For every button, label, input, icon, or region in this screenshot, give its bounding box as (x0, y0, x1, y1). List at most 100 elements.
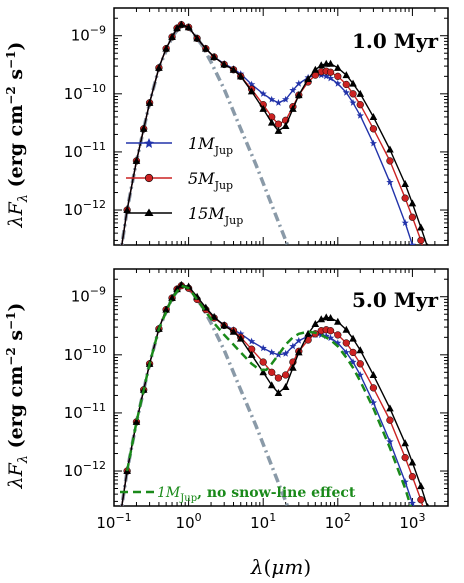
data-point (326, 314, 335, 322)
data-point (229, 65, 238, 73)
data-point (386, 437, 394, 445)
data-point (274, 99, 282, 106)
data-point (386, 178, 394, 186)
data-point (408, 499, 416, 506)
data-point (268, 95, 276, 103)
data-point (139, 124, 148, 132)
curves-top (120, 20, 429, 245)
data-point (356, 89, 365, 97)
data-point (342, 71, 351, 79)
data-point (229, 327, 238, 335)
data-point (342, 348, 350, 356)
data-point (267, 118, 276, 126)
data-point (274, 374, 283, 382)
data-point (417, 482, 425, 490)
y-tick-label: 10−12 (64, 198, 106, 219)
curves-bottom (120, 280, 430, 506)
data-point (426, 503, 430, 506)
panel-title-top: 1.0 Myr (352, 29, 439, 53)
data-point (132, 417, 141, 425)
legend-marker-5mjup (144, 173, 154, 183)
y-axis-label-text: λFλ (erg cm−2 s−1) (4, 42, 31, 229)
data-point (132, 156, 141, 164)
legend-entry-5mjup: 5MJup (126, 169, 233, 192)
data-point (327, 74, 335, 82)
data-point (322, 72, 330, 80)
data-point (210, 312, 218, 320)
data-point (326, 59, 335, 67)
data-point (408, 199, 417, 207)
panel-title-bottom: 5.0 Myr (352, 288, 439, 312)
data-point (356, 371, 364, 378)
data-point (237, 330, 245, 337)
data-point (369, 112, 378, 120)
data-point (193, 34, 201, 42)
data-point (236, 72, 245, 80)
data-point (236, 334, 245, 342)
data-point (145, 98, 154, 106)
y-axis-label-bottom: λFλ (erg cm−2 s−1) (4, 303, 31, 490)
legend-label-5mjup: 5MJup (188, 169, 233, 192)
data-point (334, 63, 342, 71)
data-point (247, 350, 256, 358)
y-tick-label: 10−10 (64, 343, 106, 364)
y-tick-label: 10−9 (71, 24, 106, 45)
legend-label-15mjup: 15MJup (188, 204, 243, 227)
data-point (289, 86, 297, 94)
data-point (401, 219, 409, 226)
data-point (162, 305, 170, 313)
data-point (311, 319, 320, 327)
data-point (259, 358, 267, 366)
data-point (294, 91, 303, 99)
data-point (426, 243, 429, 245)
data-point (274, 120, 283, 128)
data-point (349, 334, 357, 342)
data-point (386, 416, 394, 424)
data-point (417, 236, 425, 245)
data-point (401, 194, 409, 202)
data-point (155, 63, 163, 71)
data-point (327, 334, 335, 341)
data-point (317, 331, 325, 338)
y-axis-label-top: λFλ (erg cm−2 s−1) (4, 42, 31, 229)
data-point (356, 101, 364, 109)
y-axis-label-text: λFλ (erg cm−2 s−1) (4, 303, 31, 490)
data-point (349, 90, 357, 98)
data-point (268, 348, 276, 356)
x-tick-label: 10−1 (96, 511, 131, 532)
legend-marker-15mjup (144, 208, 154, 216)
data-point (168, 33, 176, 41)
ticks-bottom: 10−1 100 101 102 103 10−12 10−11 10−10 10−9 (64, 269, 449, 532)
series-line-1m-jup-no-snow-line-effect (125, 284, 412, 506)
data-point (356, 346, 365, 354)
data-point (311, 65, 320, 73)
data-point (408, 473, 417, 481)
data-point (417, 223, 425, 231)
data-point (356, 360, 364, 368)
data-point (334, 317, 342, 325)
y-tick-label: 10−11 (64, 401, 106, 422)
data-point (369, 139, 377, 147)
data-point (289, 363, 297, 371)
data-point (259, 344, 267, 352)
x-tick-label: 103 (399, 511, 425, 532)
data-point (304, 74, 312, 82)
series-line-15m-jup (121, 24, 428, 245)
data-point (162, 44, 170, 52)
data-point (334, 79, 342, 87)
data-point (289, 104, 297, 112)
data-point (342, 325, 351, 333)
data-point (274, 351, 282, 358)
data-point (386, 157, 394, 165)
data-point (369, 125, 378, 133)
data-point (168, 294, 176, 302)
data-point (210, 53, 218, 61)
y-tick-label: 10−11 (64, 140, 106, 161)
green-annotation: 1MJup, no snow-line effect (120, 485, 356, 504)
data-point (274, 389, 283, 397)
data-point (184, 23, 193, 31)
data-point (417, 496, 425, 504)
data-point (356, 111, 364, 119)
series-line-1m-jup (121, 24, 414, 245)
data-point (248, 80, 256, 88)
